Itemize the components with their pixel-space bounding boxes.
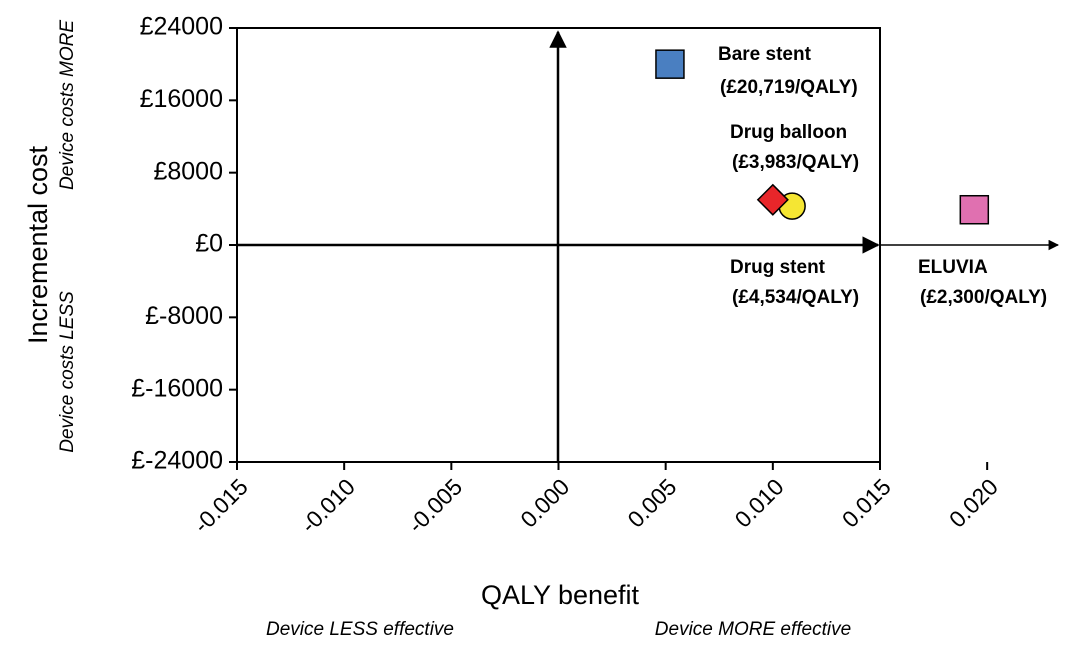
y-tick-label: £-24000 bbox=[131, 447, 223, 475]
point bbox=[655, 49, 685, 79]
y-tick-label: £16000 bbox=[140, 85, 223, 113]
x-tick-label: 0.010 bbox=[730, 473, 789, 532]
point-icer: (£4,534/QALY) bbox=[732, 287, 859, 308]
x-tick-label: -0.015 bbox=[188, 473, 253, 538]
point-icer: (£20,719/QALY) bbox=[720, 77, 858, 98]
y-top-note: Device costs MORE bbox=[57, 20, 78, 190]
x-tick-label: -0.010 bbox=[295, 473, 360, 538]
x-tick-label: 0.005 bbox=[622, 473, 681, 532]
x-axis-label: QALY benefit bbox=[481, 580, 640, 610]
y-tick-label: £24000 bbox=[140, 13, 223, 41]
point-icer: (£2,300/QALY) bbox=[920, 287, 1047, 308]
point-name: Drug stent bbox=[730, 257, 826, 278]
y-axis-label: Incremental cost bbox=[23, 145, 53, 344]
point-name: Drug balloon bbox=[730, 122, 847, 143]
y-tick-label: £8000 bbox=[153, 157, 223, 185]
point-icer: (£3,983/QALY) bbox=[732, 152, 859, 173]
point-name: ELUVIA bbox=[918, 257, 988, 278]
y-bottom-note: Device costs LESS bbox=[57, 291, 78, 453]
x-tick-label: -0.005 bbox=[403, 473, 468, 538]
point bbox=[756, 183, 789, 216]
y-tick-label: £-8000 bbox=[145, 302, 223, 330]
x-tick-label: 0.020 bbox=[944, 473, 1003, 532]
point-name: Bare stent bbox=[718, 44, 812, 65]
x-tick-label: 0.015 bbox=[837, 473, 896, 532]
point bbox=[959, 194, 990, 225]
x-left-note: Device LESS effective bbox=[266, 619, 454, 640]
y-tick-label: £-16000 bbox=[131, 374, 223, 402]
x-right-note: Device MORE effective bbox=[655, 619, 851, 640]
y-tick-label: £0 bbox=[195, 230, 223, 258]
x-tick-label: 0.000 bbox=[515, 473, 574, 532]
